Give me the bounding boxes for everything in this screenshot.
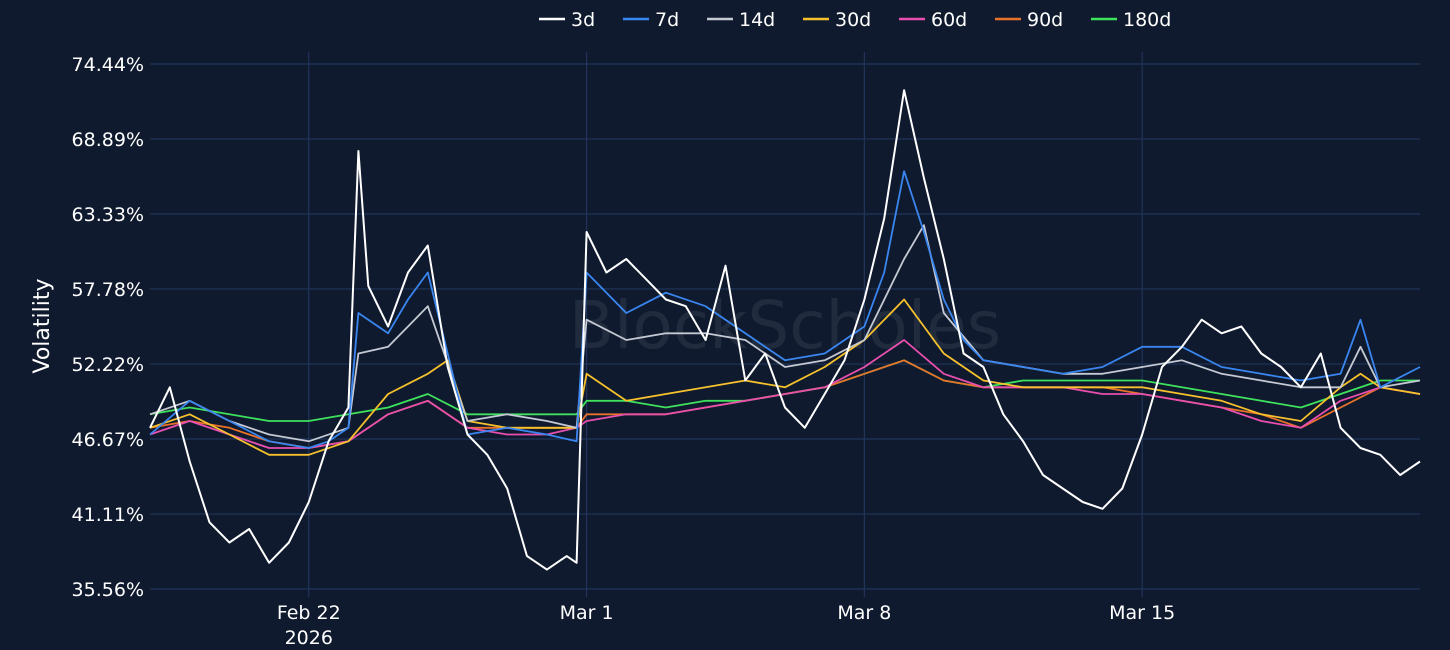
series-lines xyxy=(149,89,1421,571)
y-axis-ticks: 74.44% 68.89% 63.33% 57.78% 52.22% 46.67% 41.1… xyxy=(72,54,144,601)
y-tick-label-7: 35.56% xyxy=(72,579,144,601)
legend: 3d 7d 14d 30d 60d 90d 180d xyxy=(539,9,1171,31)
legend-label-7d: 7d xyxy=(655,9,679,31)
y-tick-label-0: 74.44% xyxy=(72,54,144,76)
y-tick-label-6: 41.11% xyxy=(72,504,144,526)
legend-label-60d: 60d xyxy=(931,9,967,31)
watermark: BlockScholes xyxy=(569,287,1001,364)
y-tick-label-3: 57.78% xyxy=(72,279,144,301)
series-line-7d xyxy=(149,170,1421,449)
legend-label-30d: 30d xyxy=(835,9,871,31)
series-line-60d xyxy=(149,339,1421,449)
y-tick-label-1: 68.89% xyxy=(72,129,144,151)
x-tick-label-2: Mar 8 xyxy=(837,602,891,624)
x-tick-label-3: Mar 15 xyxy=(1109,602,1175,624)
x-axis-ticks: Feb 22 2026 Mar 1 Mar 8 Mar 15 xyxy=(277,602,1175,649)
y-axis-label: Volatility xyxy=(30,278,55,373)
y-tick-label-2: 63.33% xyxy=(72,204,144,226)
legend-label-180d: 180d xyxy=(1123,9,1171,31)
series-line-30d xyxy=(149,298,1421,456)
x-tick-sublabel-0: 2026 xyxy=(285,627,333,649)
legend-label-3d: 3d xyxy=(571,9,595,31)
y-tick-label-4: 52.22% xyxy=(72,354,144,376)
legend-label-90d: 90d xyxy=(1027,9,1063,31)
x-tick-label-0: Feb 22 xyxy=(277,602,341,624)
series-line-3d xyxy=(149,89,1421,571)
x-tick-label-1: Mar 1 xyxy=(560,602,614,624)
y-tick-label-5: 46.67% xyxy=(72,429,144,451)
legend-label-14d: 14d xyxy=(739,9,775,31)
